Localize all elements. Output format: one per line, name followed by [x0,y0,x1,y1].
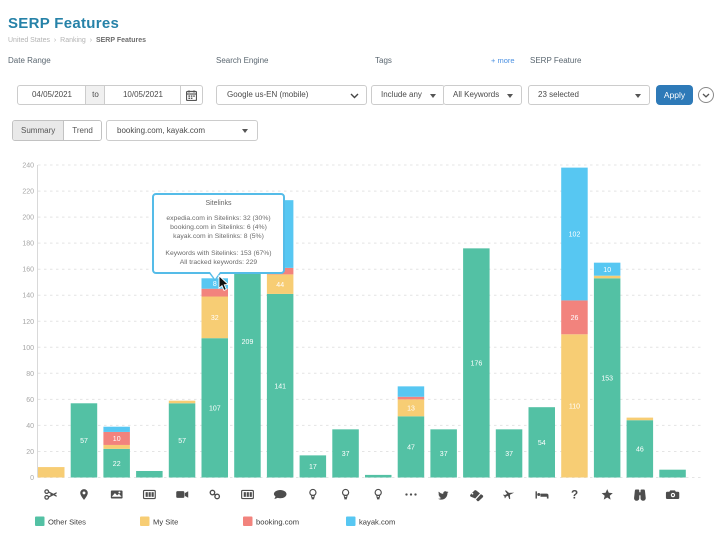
svg-text:32: 32 [211,315,219,322]
svg-text:57: 57 [178,438,186,445]
svg-text:102: 102 [569,232,581,239]
svg-text:17: 17 [309,464,317,471]
svg-text:?: ? [571,489,578,502]
svg-text:13: 13 [407,405,415,412]
svg-text:10: 10 [113,436,121,443]
svg-text:kayak.com: kayak.com [359,517,395,526]
svg-text:47: 47 [407,445,415,452]
svg-text:26: 26 [571,315,579,322]
svg-text:46: 46 [636,447,644,454]
svg-text:120: 120 [22,319,34,326]
svg-text:140: 140 [22,293,34,300]
svg-text:209: 209 [242,339,254,346]
svg-text:54: 54 [538,440,546,447]
svg-text:22: 22 [113,461,121,468]
svg-text:141: 141 [274,383,286,390]
svg-text:37: 37 [505,451,513,458]
svg-text:240: 240 [22,163,34,170]
svg-text:80: 80 [26,371,34,378]
svg-text:57: 57 [80,438,88,445]
svg-text:180: 180 [22,241,34,248]
svg-text:37: 37 [440,451,448,458]
svg-text:60: 60 [26,397,34,404]
svg-text:20: 20 [26,449,34,456]
svg-text:44: 44 [276,282,284,289]
svg-text:My Site: My Site [153,517,178,526]
svg-text:booking.com: booking.com [256,517,299,526]
svg-text:107: 107 [209,405,221,412]
svg-text:8: 8 [213,281,217,288]
svg-text:110: 110 [569,404,580,411]
svg-text:37: 37 [342,451,350,458]
svg-text:176: 176 [471,361,483,368]
svg-text:153: 153 [601,376,613,383]
svg-text:100: 100 [22,345,34,352]
svg-text:Other Sites: Other Sites [48,517,86,526]
svg-text:220: 220 [22,189,34,196]
svg-text:10: 10 [603,267,611,274]
svg-text:200: 200 [22,215,34,222]
svg-text:160: 160 [22,267,34,274]
svg-text:0: 0 [30,475,34,482]
svg-text:40: 40 [26,423,34,430]
